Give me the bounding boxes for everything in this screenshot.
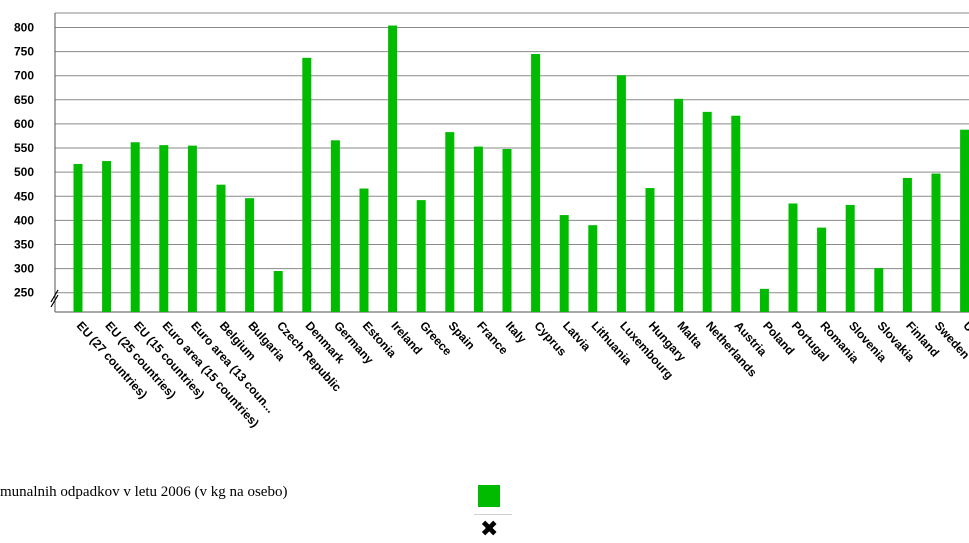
axis-break-mark	[50, 294, 59, 308]
bar	[731, 115, 741, 312]
bar	[759, 288, 769, 312]
bar	[416, 200, 426, 312]
legend-divider	[474, 514, 512, 515]
axis-break-mark	[50, 289, 59, 303]
bar	[960, 129, 969, 312]
bar	[130, 142, 140, 312]
bar	[674, 98, 684, 312]
bar	[645, 188, 655, 312]
bar	[330, 140, 340, 312]
legend-swatch	[478, 485, 500, 507]
y-tick-label: 750	[14, 45, 34, 59]
bar	[531, 53, 541, 312]
y-tick-label: 800	[14, 20, 34, 34]
y-tick-label: 350	[14, 237, 34, 251]
bar	[216, 184, 226, 312]
x-tick-label: Ur	[960, 319, 969, 339]
bar	[588, 225, 598, 312]
bar	[559, 215, 569, 312]
bar	[616, 75, 626, 312]
bar	[931, 173, 941, 312]
bar	[874, 268, 884, 312]
y-tick-label: 400	[14, 213, 34, 227]
bar	[102, 161, 112, 312]
y-tick-label: 300	[14, 262, 34, 276]
y-tick-label: 600	[14, 117, 34, 131]
bar	[502, 148, 512, 312]
bar	[245, 198, 255, 312]
y-tick-label: 250	[14, 286, 34, 300]
bar-chart: 250 300 350 400 450 500 550 600 650 700 750 800 EU …	[14, 12, 969, 430]
bar	[187, 145, 197, 312]
bars	[73, 25, 969, 313]
bar	[359, 188, 369, 312]
gridlines	[55, 12, 969, 294]
axes	[50, 13, 969, 313]
y-tick-label: 500	[14, 165, 34, 179]
y-tick-label: 450	[14, 189, 34, 203]
bar	[273, 271, 283, 312]
bar	[845, 204, 855, 312]
x-tick-labels: EU (27 countries)EU (25 countries)EU (15…	[74, 319, 969, 430]
chart-caption: munalnih odpadkov v letu 2006 (v kg na o…	[0, 484, 288, 500]
y-tick-label: 650	[14, 93, 34, 107]
bar	[302, 57, 312, 312]
bar	[788, 203, 798, 312]
bar	[902, 177, 912, 312]
close-icon[interactable]: ✖	[480, 517, 499, 542]
y-tick-labels: 250 300 350 400 450 500 550 600 650 700 750 800	[14, 20, 34, 299]
bar	[702, 111, 712, 312]
bar	[445, 132, 455, 312]
y-tick-label: 700	[14, 69, 34, 83]
bar	[388, 25, 398, 313]
y-tick-label: 550	[14, 141, 34, 155]
bar	[473, 146, 483, 312]
bar	[73, 163, 83, 312]
bar	[159, 145, 169, 312]
bar	[817, 227, 827, 312]
